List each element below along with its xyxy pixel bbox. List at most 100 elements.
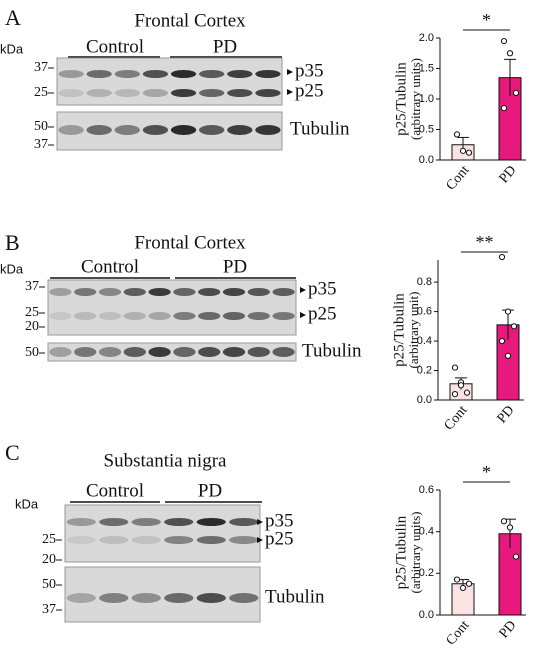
band xyxy=(199,89,225,97)
band xyxy=(123,347,146,357)
band xyxy=(58,125,84,135)
significance-label: ** xyxy=(476,232,494,252)
band xyxy=(196,518,226,526)
band xyxy=(114,125,140,135)
band xyxy=(170,125,197,135)
band xyxy=(272,312,295,320)
data-point xyxy=(463,389,471,396)
y-tick-label: 0.6 xyxy=(417,305,432,317)
data-point xyxy=(500,37,508,45)
y-axis-label: p25/Tubulin xyxy=(391,293,407,367)
band-label: p35 xyxy=(308,278,337,299)
data-point xyxy=(506,50,514,57)
band xyxy=(148,288,171,296)
band xyxy=(114,70,140,78)
band xyxy=(123,288,146,296)
band-label: p25 xyxy=(265,528,294,549)
data-point xyxy=(459,147,467,154)
band xyxy=(164,518,194,526)
band xyxy=(99,536,129,544)
band xyxy=(131,518,161,526)
band xyxy=(173,312,196,320)
band xyxy=(99,593,129,603)
blot xyxy=(56,57,283,106)
band xyxy=(198,347,221,357)
marker-label: 50 xyxy=(25,345,39,360)
y-axis-label: (arbitrary units) xyxy=(408,58,423,140)
band xyxy=(142,89,169,97)
group-label: PD xyxy=(198,480,222,501)
marker-label: 50 xyxy=(42,577,56,592)
band xyxy=(49,347,72,357)
band xyxy=(66,593,96,603)
data-point xyxy=(506,524,514,531)
data-point xyxy=(512,89,520,97)
band xyxy=(86,89,112,97)
y-tick-label: 2.0 xyxy=(419,32,434,44)
y-tick-label: 0.0 xyxy=(417,394,432,406)
band xyxy=(229,518,259,526)
band xyxy=(227,89,253,97)
marker-label: 37 xyxy=(42,602,56,617)
arrow xyxy=(300,312,306,318)
band xyxy=(74,312,97,320)
data-point xyxy=(498,253,506,261)
band xyxy=(66,518,96,526)
band xyxy=(247,347,270,357)
x-tick-label: Cont xyxy=(444,618,473,649)
band xyxy=(255,125,281,135)
band xyxy=(148,347,171,357)
band xyxy=(227,125,253,135)
data-point xyxy=(504,308,512,315)
blot-title: Frontal Cortex xyxy=(134,232,246,253)
data-point xyxy=(512,553,520,560)
x-tick-label: PD xyxy=(495,403,518,426)
panel-letter: C xyxy=(5,440,20,465)
band xyxy=(272,347,295,357)
marker-label: 20 xyxy=(42,552,56,567)
band xyxy=(164,593,194,603)
band xyxy=(170,70,197,78)
band-label: Tubulin xyxy=(290,118,350,139)
arrow xyxy=(257,519,263,525)
band xyxy=(99,518,129,526)
band xyxy=(131,536,161,544)
x-tick-label: PD xyxy=(497,618,520,641)
marker-label: 25 xyxy=(25,305,39,320)
y-tick-label: 0.4 xyxy=(417,335,432,347)
band xyxy=(229,536,259,544)
band-label: p35 xyxy=(295,60,324,81)
band xyxy=(49,288,72,296)
data-point xyxy=(451,364,459,371)
data-point xyxy=(504,352,512,359)
band xyxy=(86,125,112,135)
kda-label: kDa xyxy=(0,261,24,276)
data-point xyxy=(451,391,459,398)
x-tick-label: Cont xyxy=(442,403,471,434)
data-point xyxy=(498,337,506,345)
kda-label: kDa xyxy=(0,41,24,56)
marker-label: 37 xyxy=(34,60,48,75)
group-label: Control xyxy=(81,256,139,277)
y-tick-label: 0.0 xyxy=(419,154,434,166)
group-label: PD xyxy=(223,256,247,277)
band xyxy=(131,593,161,603)
arrow xyxy=(287,89,293,95)
y-axis-label: p25/Tubulin xyxy=(393,62,409,136)
band xyxy=(227,70,253,78)
x-tick-label: PD xyxy=(497,163,520,186)
y-axis-label: p25/Tubulin xyxy=(393,515,409,589)
band xyxy=(247,312,270,320)
group-label: Control xyxy=(86,480,144,501)
band xyxy=(199,70,225,78)
y-tick-label: 1.0 xyxy=(419,93,434,105)
band xyxy=(247,288,270,296)
panel-letter: B xyxy=(5,230,20,255)
band xyxy=(198,288,221,296)
data-point xyxy=(457,382,465,389)
data-point xyxy=(510,323,518,330)
band xyxy=(58,89,84,97)
band xyxy=(142,70,169,78)
y-tick-label: 0.8 xyxy=(417,276,432,288)
data-point xyxy=(500,105,508,112)
